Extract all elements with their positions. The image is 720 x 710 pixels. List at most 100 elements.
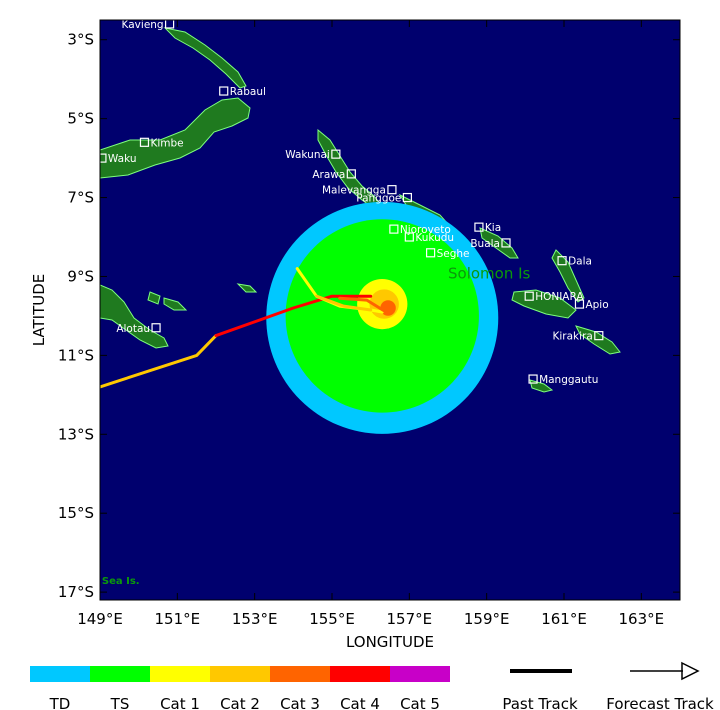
storm-eye-marker bbox=[382, 302, 395, 315]
region-label: Sea Is. bbox=[102, 576, 140, 587]
storm-tracks bbox=[100, 267, 395, 389]
city-square-icon bbox=[219, 86, 229, 96]
city-marker: Kimbe bbox=[139, 137, 184, 149]
legend-label-ts: TS bbox=[110, 695, 130, 710]
city-marker: Kia bbox=[474, 222, 501, 234]
x-tick-label: 157°E bbox=[387, 610, 433, 628]
legend-swatch-cat-1 bbox=[150, 666, 210, 682]
track-segment-cat-3 bbox=[338, 296, 388, 314]
past-track-legend: Past Track bbox=[502, 669, 578, 710]
city-label: Panggoe bbox=[356, 193, 401, 205]
city-marker: Kirakira bbox=[552, 331, 604, 343]
png-east-tip bbox=[100, 284, 169, 349]
city-marker: Wakunai bbox=[285, 149, 341, 161]
city-marker: HONIARA bbox=[524, 291, 584, 303]
city-label: Waku bbox=[108, 153, 137, 165]
legend-swatch-cat-3 bbox=[270, 666, 330, 682]
city-label: Kukudu bbox=[415, 232, 454, 244]
city-square-icon bbox=[574, 299, 585, 309]
city-label: Buala bbox=[470, 238, 500, 250]
city-marker: Dala bbox=[557, 256, 592, 268]
legend-label-td: TD bbox=[49, 695, 71, 710]
legend-swatch-ts bbox=[90, 666, 150, 682]
new-britain bbox=[100, 97, 251, 179]
track-segment-cat-4 bbox=[214, 294, 373, 338]
legend-label-cat-4: Cat 4 bbox=[340, 695, 380, 710]
city-square-icon bbox=[402, 192, 412, 203]
malaita bbox=[551, 249, 585, 303]
city-marker: Kukudu bbox=[404, 232, 454, 244]
city-label: Kavieng bbox=[122, 19, 164, 31]
guadalcanal bbox=[511, 289, 577, 319]
city-markers: Kavieng Rabaul Kimbe Waku Wakunai Arawa Maleva… bbox=[100, 19, 609, 386]
legend-swatch-cat-5 bbox=[390, 666, 450, 682]
legend-label-cat-3: Cat 3 bbox=[280, 695, 320, 710]
city-label: Malevangga bbox=[322, 185, 386, 197]
x-tick-label: 153°E bbox=[232, 610, 278, 628]
forecast-track-label: Forecast Track bbox=[606, 695, 714, 710]
city-square-icon bbox=[501, 238, 511, 248]
past-track-label: Past Track bbox=[502, 695, 578, 710]
city-label: Dala bbox=[568, 256, 592, 268]
city-label: Kia bbox=[485, 222, 501, 234]
y-tick-label: 7°S bbox=[67, 189, 94, 207]
trobriand bbox=[236, 283, 258, 293]
x-tick-label: 151°E bbox=[155, 610, 201, 628]
forecast-arrow-icon bbox=[681, 661, 700, 681]
city-marker: Waku bbox=[100, 153, 137, 165]
track-segment-cat-2 bbox=[100, 334, 218, 389]
city-label: Rabaul bbox=[230, 86, 266, 98]
city-square-icon bbox=[528, 374, 538, 384]
santa-isabel bbox=[479, 227, 519, 259]
city-marker: Seghe bbox=[426, 248, 470, 260]
x-tick-label: 149°E bbox=[77, 610, 123, 628]
dentrecasteaux bbox=[147, 291, 188, 311]
city-label: Manggautu bbox=[539, 374, 598, 386]
city-square-icon bbox=[139, 137, 150, 147]
legend-swatch-cat-2 bbox=[210, 666, 270, 682]
legend-swatch-cat-4 bbox=[330, 666, 390, 682]
y-tick-label: 17°S bbox=[58, 583, 94, 601]
city-square-icon bbox=[331, 149, 341, 159]
city-label: Seghe bbox=[437, 248, 470, 260]
city-square-icon bbox=[524, 291, 534, 301]
city-marker: Panggoe bbox=[356, 192, 412, 205]
intensity-legend: TD TS Cat 1 Cat 2 Cat 3 Cat 4 Cat 5 bbox=[30, 666, 450, 710]
storm-intensity-rings bbox=[266, 201, 499, 434]
legend-label-cat-2: Cat 2 bbox=[220, 695, 260, 710]
city-marker: Buala bbox=[470, 238, 511, 250]
city-marker: Alotau bbox=[116, 323, 161, 335]
city-square-icon bbox=[557, 256, 567, 266]
city-marker: Arawa bbox=[312, 169, 356, 181]
legend-swatch-td bbox=[30, 666, 90, 682]
legend-label-cat-5: Cat 5 bbox=[400, 695, 440, 710]
city-square-icon bbox=[426, 248, 436, 258]
y-tick-label: 9°S bbox=[67, 267, 94, 285]
city-square-icon bbox=[100, 153, 107, 163]
y-tick-label: 11°S bbox=[58, 346, 94, 364]
city-square-icon bbox=[474, 222, 484, 232]
x-tick-label: 161°E bbox=[541, 610, 587, 628]
x-tick-label: 159°E bbox=[464, 610, 510, 628]
axis-ticks: 149°E 151°E 153°E 155°E 157°E 159°E 161°E 163°E… bbox=[58, 20, 680, 628]
city-label: Apio bbox=[585, 299, 608, 311]
new-ireland bbox=[163, 27, 247, 89]
city-square-icon bbox=[387, 185, 397, 195]
region-label: Solomon Is bbox=[448, 264, 531, 282]
city-label: Alotau bbox=[116, 323, 150, 335]
y-tick-label: 3°S bbox=[67, 31, 94, 49]
city-marker: Rabaul bbox=[219, 86, 266, 98]
city-square-icon bbox=[404, 232, 414, 242]
city-label: Wakunai bbox=[285, 149, 330, 161]
city-marker: Malevangga bbox=[322, 185, 397, 197]
legend-label-cat-1: Cat 1 bbox=[160, 695, 200, 710]
city-square-icon bbox=[165, 20, 175, 29]
city-marker: Manggautu bbox=[528, 374, 598, 386]
y-tick-label: 5°S bbox=[67, 110, 94, 128]
forecast-track-legend: Forecast Track bbox=[606, 661, 714, 710]
city-square-icon bbox=[594, 331, 604, 341]
y-tick-label: 15°S bbox=[58, 504, 94, 522]
region-labels: Solomon Is Sea Is. bbox=[102, 264, 531, 587]
city-square-icon bbox=[151, 323, 161, 333]
